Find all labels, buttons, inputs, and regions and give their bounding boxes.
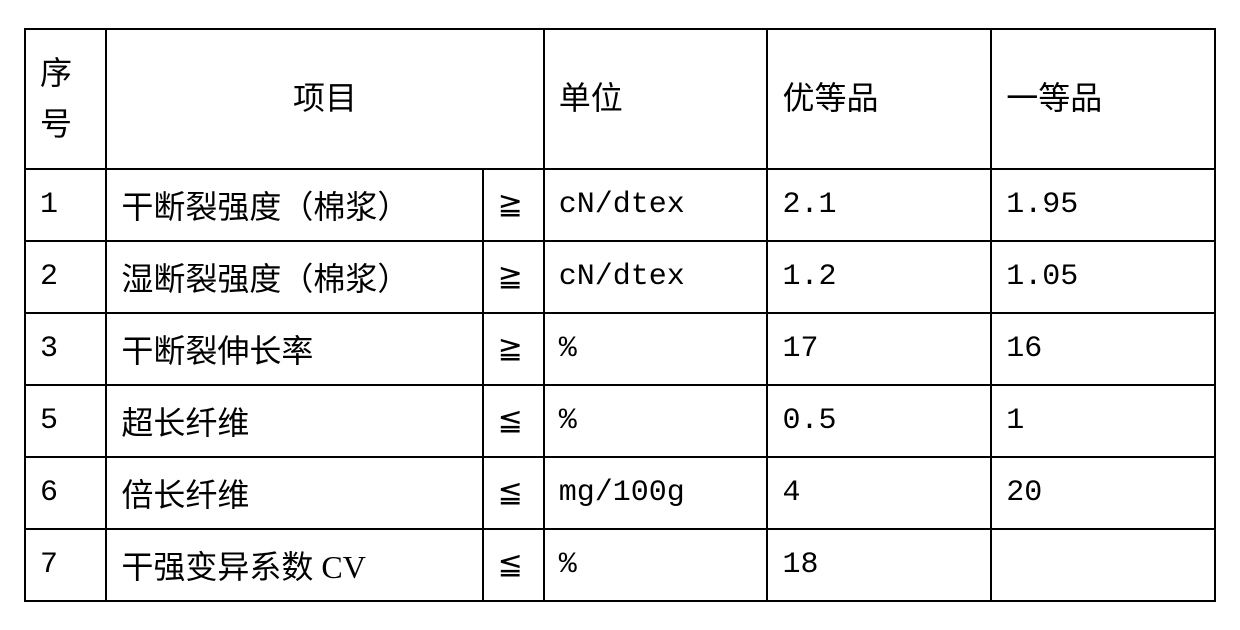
cell-seq: 6 <box>25 457 106 529</box>
cell-grade2: 20 <box>991 457 1215 529</box>
cell-unit: cN/dtex <box>544 241 768 313</box>
table-row: 5 超长纤维 ≦ % 0.5 1 <box>25 385 1215 457</box>
header-item-label: 项目 <box>293 80 357 116</box>
cell-grade1: 4 <box>767 457 991 529</box>
cell-op: ≦ <box>483 529 544 601</box>
cell-seq: 1 <box>25 169 106 241</box>
cell-grade1: 2.1 <box>767 169 991 241</box>
cell-item: 干强变异系数 CV <box>106 529 482 601</box>
table-row: 7 干强变异系数 CV ≦ % 18 <box>25 529 1215 601</box>
header-grade2-label: 一等品 <box>1006 80 1102 116</box>
cell-unit: % <box>544 529 768 601</box>
cell-unit: % <box>544 313 768 385</box>
cell-item: 湿断裂强度（棉浆） <box>106 241 482 313</box>
cell-op: ≦ <box>483 385 544 457</box>
cell-grade2: 16 <box>991 313 1215 385</box>
header-seq: 序号 <box>25 29 106 169</box>
header-item: 项目 <box>106 29 543 169</box>
cell-unit: cN/dtex <box>544 169 768 241</box>
cell-grade2: 1.05 <box>991 241 1215 313</box>
cell-item: 超长纤维 <box>106 385 482 457</box>
cell-unit: % <box>544 385 768 457</box>
cell-grade1: 18 <box>767 529 991 601</box>
cell-item: 倍长纤维 <box>106 457 482 529</box>
table-row: 6 倍长纤维 ≦ mg/100g 4 20 <box>25 457 1215 529</box>
header-unit: 单位 <box>544 29 768 169</box>
cell-seq: 2 <box>25 241 106 313</box>
cell-seq: 5 <box>25 385 106 457</box>
cell-seq: 3 <box>25 313 106 385</box>
table-row: 3 干断裂伸长率 ≧ % 17 16 <box>25 313 1215 385</box>
header-grade1-label: 优等品 <box>782 80 878 116</box>
header-unit-label: 单位 <box>559 80 623 116</box>
cell-grade1: 1.2 <box>767 241 991 313</box>
table-header-row: 序号 项目 单位 优等品 一等品 <box>25 29 1215 169</box>
cell-grade1: 0.5 <box>767 385 991 457</box>
cell-op: ≧ <box>483 313 544 385</box>
table-row: 1 干断裂强度（棉浆） ≧ cN/dtex 2.1 1.95 <box>25 169 1215 241</box>
cell-op: ≧ <box>483 241 544 313</box>
cell-unit: mg/100g <box>544 457 768 529</box>
cell-op: ≧ <box>483 169 544 241</box>
cell-item: 干断裂伸长率 <box>106 313 482 385</box>
cell-grade2: 1 <box>991 385 1215 457</box>
table-body: 1 干断裂强度（棉浆） ≧ cN/dtex 2.1 1.95 2 湿断裂强度（棉… <box>25 169 1215 601</box>
table-row: 2 湿断裂强度（棉浆） ≧ cN/dtex 1.2 1.05 <box>25 241 1215 313</box>
cell-seq: 7 <box>25 529 106 601</box>
cell-grade2 <box>991 529 1215 601</box>
cell-grade1: 17 <box>767 313 991 385</box>
header-seq-label: 序号 <box>40 55 72 142</box>
cell-grade2: 1.95 <box>991 169 1215 241</box>
header-grade2: 一等品 <box>991 29 1215 169</box>
cell-item: 干断裂强度（棉浆） <box>106 169 482 241</box>
spec-table: 序号 项目 单位 优等品 一等品 1 干断裂强度（棉浆） ≧ <box>24 28 1216 602</box>
table-wrapper: 序号 项目 单位 优等品 一等品 1 干断裂强度（棉浆） ≧ <box>0 0 1240 630</box>
header-grade1: 优等品 <box>767 29 991 169</box>
cell-op: ≦ <box>483 457 544 529</box>
